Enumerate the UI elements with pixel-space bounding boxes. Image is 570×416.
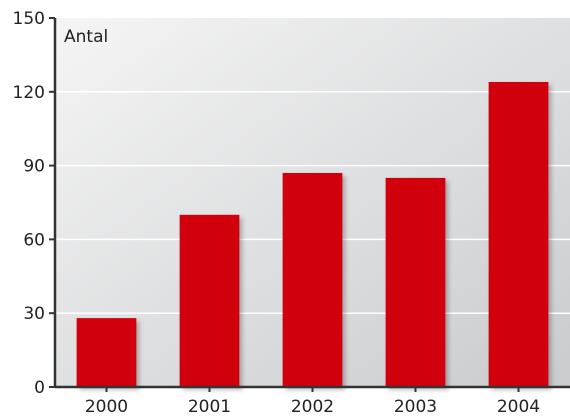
bars [76,81,549,388]
bar-2001 [179,214,240,387]
bar-2002 [282,172,343,387]
y-tick-label: 60 [23,230,45,250]
bar-2004 [488,81,549,388]
y-axis-label: Antal [64,27,108,47]
bar-2000 [76,318,137,387]
bar-2003 [385,177,446,387]
axes: 0 30 60 90 120 150 2000 2001 2002 2003 2004 [13,9,570,416]
y-tick-label: 30 [23,304,45,324]
x-tick-label: 2000 [85,397,128,412]
x-tick-label: 2003 [394,397,437,412]
y-tick-label: 150 [13,9,45,29]
x-tick-label: 2001 [188,397,231,412]
x-tick-label: 2002 [291,397,334,412]
y-tick-label: 90 [23,157,45,177]
x-tick-label: 2004 [497,397,540,412]
y-tick-label: 0 [34,378,45,398]
y-tick-label: 120 [13,83,45,103]
